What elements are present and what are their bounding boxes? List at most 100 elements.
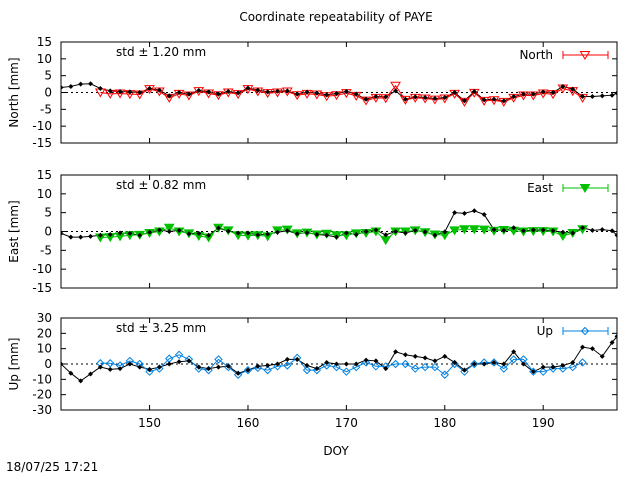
up-black-point bbox=[127, 361, 133, 367]
up-black-point bbox=[334, 361, 340, 367]
north-black-point bbox=[176, 90, 182, 95]
east-black-point bbox=[363, 229, 369, 234]
east-ytick-label: 0 bbox=[44, 225, 52, 239]
up-colored-point bbox=[460, 367, 469, 376]
north-black-point bbox=[156, 87, 162, 93]
east-black-point bbox=[61, 230, 64, 236]
north-ytick-label: 10 bbox=[37, 52, 52, 66]
up-colored-point bbox=[578, 358, 587, 367]
north-black-point bbox=[432, 96, 438, 102]
north-black-point bbox=[461, 98, 467, 104]
up-colored-point bbox=[243, 365, 253, 375]
up-black-point bbox=[383, 366, 389, 372]
north-black-point bbox=[225, 88, 231, 94]
up-black-point bbox=[452, 359, 458, 365]
north-legend-label: North bbox=[519, 48, 553, 62]
north-black-point bbox=[304, 89, 310, 95]
up-black-point bbox=[137, 364, 143, 370]
north-black-point bbox=[314, 90, 320, 96]
north-black-point bbox=[442, 95, 448, 101]
east-black-point bbox=[570, 230, 576, 236]
up-black-point bbox=[166, 361, 172, 367]
east-black-point bbox=[97, 232, 103, 238]
east-colored-point bbox=[468, 225, 480, 235]
up-colored-point bbox=[233, 370, 243, 379]
north-black-point bbox=[61, 84, 64, 90]
up-colored-line bbox=[100, 354, 583, 376]
north-colored-point bbox=[144, 85, 155, 95]
up-black-point bbox=[614, 333, 617, 339]
up-colored-point bbox=[470, 359, 479, 369]
east-black-point bbox=[501, 227, 507, 233]
up-black-point bbox=[274, 361, 280, 367]
east-black-point bbox=[235, 230, 241, 236]
east-black-point bbox=[304, 230, 310, 236]
up-black-point bbox=[402, 352, 408, 358]
up-black-point bbox=[442, 353, 448, 359]
east-colored-point bbox=[459, 225, 470, 235]
north-ytick-label: -10 bbox=[32, 119, 52, 133]
north-black-point bbox=[393, 88, 399, 94]
east-black-point bbox=[560, 229, 566, 235]
up-black-point bbox=[117, 366, 123, 372]
north-std-label: std ± 1.20 mm bbox=[116, 45, 206, 59]
up-colored-point bbox=[401, 359, 410, 369]
up-colored-point bbox=[342, 367, 351, 376]
east-black-point bbox=[393, 229, 399, 234]
up-ytick-label: 10 bbox=[37, 342, 52, 356]
north-black-point bbox=[501, 98, 507, 104]
up-black-point bbox=[97, 364, 103, 370]
north-ytick-label: 5 bbox=[44, 69, 52, 83]
up-ytick-label: -30 bbox=[32, 403, 52, 417]
x-tick-label: 180 bbox=[433, 416, 456, 430]
up-black-point bbox=[599, 353, 605, 359]
east-black-point bbox=[491, 227, 497, 233]
north-black-point bbox=[491, 96, 497, 102]
up-black-point bbox=[78, 378, 84, 384]
up-black-point bbox=[225, 363, 231, 369]
up-colored-point bbox=[430, 362, 440, 372]
north-black-point bbox=[373, 94, 379, 100]
up-black-point bbox=[284, 356, 290, 362]
east-black-point bbox=[481, 212, 487, 218]
up-ytick-label: 20 bbox=[37, 326, 52, 340]
up-colored-point bbox=[273, 362, 282, 371]
north-panel: -15 -10 -5 0 5 10 15 North [mm] std ± 1.20 mm Nor… bbox=[7, 35, 618, 150]
x-tick-label: 190 bbox=[532, 416, 555, 430]
east-black-point bbox=[412, 227, 418, 233]
east-black-point bbox=[521, 228, 527, 234]
north-colored-point bbox=[390, 81, 401, 91]
north-ytick-label: -5 bbox=[40, 102, 52, 116]
north-black-point bbox=[481, 97, 487, 103]
east-std-label: std ± 0.82 mm bbox=[116, 178, 206, 192]
up-y-axis-label: Up [mm] bbox=[7, 338, 21, 391]
north-black-point bbox=[206, 89, 212, 95]
up-black-point bbox=[393, 349, 399, 355]
north-black-point bbox=[147, 85, 153, 91]
north-black-point bbox=[550, 90, 556, 95]
east-legend-label: East bbox=[527, 181, 553, 195]
up-colored-point bbox=[538, 367, 548, 376]
up-black-point bbox=[196, 364, 202, 370]
up-colored-point bbox=[145, 367, 154, 376]
north-black-point bbox=[452, 90, 458, 95]
up-black-point bbox=[432, 358, 438, 364]
east-ytick-label: -15 bbox=[32, 281, 52, 295]
up-black-point bbox=[215, 364, 221, 370]
north-black-point bbox=[68, 83, 74, 89]
up-colored-point bbox=[361, 358, 371, 367]
east-black-point bbox=[255, 232, 261, 238]
up-colored-point bbox=[322, 361, 331, 370]
north-black-point bbox=[422, 95, 428, 101]
north-black-point bbox=[383, 94, 389, 100]
up-black-point bbox=[540, 364, 546, 370]
up-black-point bbox=[481, 361, 487, 367]
chart-title: Coordinate repeatability of PAYE bbox=[239, 10, 432, 24]
north-black-point bbox=[284, 88, 290, 94]
north-colored-point bbox=[193, 87, 205, 97]
east-y-axis-label: East [mm] bbox=[7, 200, 21, 262]
up-black-point bbox=[461, 367, 467, 373]
north-black-point bbox=[186, 91, 192, 97]
north-ytick-label: 15 bbox=[37, 35, 52, 49]
